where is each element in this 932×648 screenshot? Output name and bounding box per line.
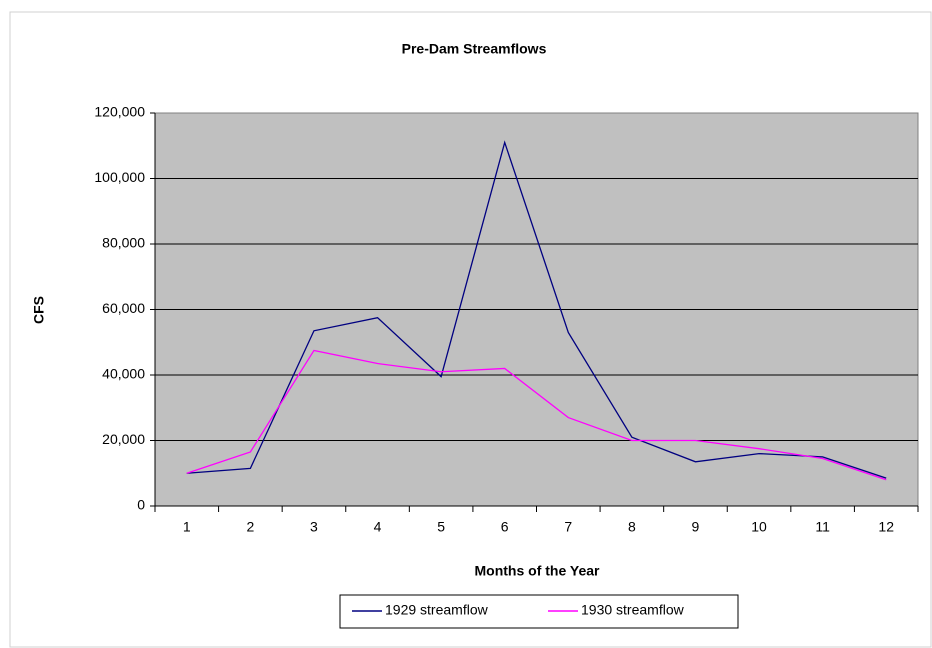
x-tick-label: 1 [183,519,191,535]
x-tick-label: 10 [751,519,767,535]
x-tick-label: 12 [878,519,894,535]
x-tick-label: 5 [437,519,445,535]
series-line [186,349,887,481]
x-tick-label: 2 [246,519,254,535]
x-tick-label: 6 [501,519,509,535]
chart-title: Pre-Dam Streamflows [402,41,547,57]
y-tick-label: 40,000 [102,366,145,382]
y-axis-label: CFS [31,296,47,324]
x-tick-label: 7 [564,519,572,535]
x-tick-label: 3 [310,519,318,535]
series-line [186,140,887,479]
x-tick-label: 8 [628,519,636,535]
y-tick-label: 100,000 [94,169,145,185]
y-tick-label: 80,000 [102,235,145,251]
y-tick-label: 0 [137,497,145,513]
legend-label: 1930 streamflow [581,602,685,618]
y-tick-label: 60,000 [102,300,145,316]
legend [339,594,739,629]
legend-label: 1929 streamflow [385,602,489,618]
y-tick-label: 20,000 [102,431,145,447]
x-axis-label: Months of the Year [475,563,601,579]
x-tick-label: 9 [692,519,700,535]
y-tick-label: 120,000 [94,104,145,120]
x-tick-label: 4 [374,519,382,535]
x-tick-label: 11 [815,519,830,535]
